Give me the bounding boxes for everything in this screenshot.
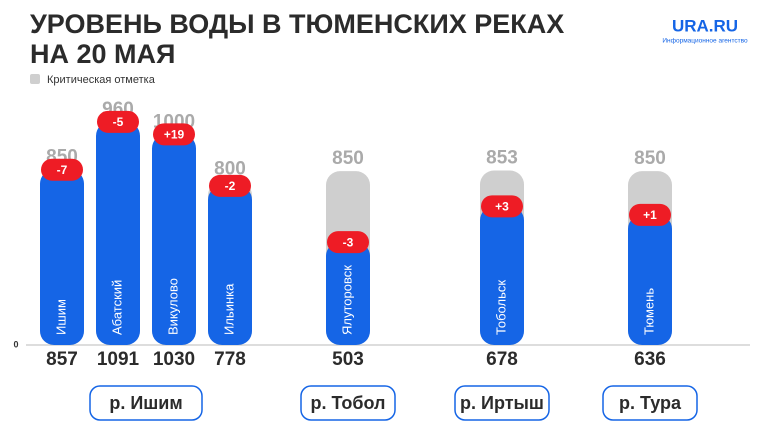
river-label: р. Тобол — [311, 393, 386, 413]
y-tick-label: 0 — [13, 339, 18, 349]
change-label: -7 — [57, 163, 68, 177]
change-badge — [629, 203, 671, 226]
current-label: 678 — [486, 349, 518, 370]
chart-title: НА 20 МАЯ — [30, 39, 175, 69]
station-label: Тобольск — [493, 280, 508, 335]
critical-label: 853 — [486, 148, 518, 169]
change-badge — [153, 123, 195, 146]
critical-label: 850 — [332, 148, 364, 169]
current-bar — [326, 242, 370, 345]
station-label: Викулово — [165, 278, 180, 335]
river-box — [602, 385, 698, 421]
river-label: р. Ишим — [109, 393, 182, 413]
river-label: р. Тура — [619, 393, 682, 413]
current-bar — [628, 214, 672, 345]
current-bar — [40, 169, 84, 345]
river-label: р. Иртыш — [460, 393, 544, 413]
change-badge — [327, 231, 369, 254]
current-label: 1030 — [153, 349, 195, 370]
legend-label: Критическая отметка — [47, 74, 156, 86]
change-label: +3 — [495, 199, 509, 213]
chart-title: УРОВЕНЬ ВОДЫ В ТЮМЕНСКИХ РЕКАХ — [30, 9, 564, 39]
change-badge — [97, 110, 139, 133]
brand-tagline: Информационное агентство — [662, 38, 748, 45]
critical-label: 850 — [634, 148, 666, 169]
station-label: Ильинка — [221, 283, 236, 335]
station-label: Ишим — [53, 299, 68, 335]
current-bar — [96, 121, 140, 345]
current-bar — [152, 134, 196, 345]
change-label: +1 — [643, 208, 657, 222]
river-box — [454, 385, 550, 421]
river-box — [300, 385, 396, 421]
current-label: 503 — [332, 349, 364, 370]
change-label: +19 — [164, 127, 185, 141]
change-label: -3 — [343, 235, 354, 249]
current-label: 636 — [634, 349, 666, 370]
current-label: 857 — [46, 349, 78, 370]
brand-name: URA.RU — [672, 16, 738, 35]
current-label: 778 — [214, 349, 246, 370]
change-label: -5 — [113, 115, 124, 129]
station-label: Тюмень — [641, 288, 656, 335]
change-badge — [481, 195, 523, 218]
current-bar — [480, 206, 524, 345]
change-label: -2 — [225, 179, 236, 193]
critical-label: 800 — [214, 158, 246, 179]
river-box — [89, 385, 203, 421]
change-badge — [209, 174, 251, 197]
legend-swatch — [30, 74, 40, 84]
current-label: 1091 — [97, 349, 140, 370]
station-label: Ялуторовск — [339, 265, 354, 335]
current-bar — [208, 185, 252, 345]
station-label: Абатский — [109, 280, 124, 335]
change-badge — [41, 158, 83, 181]
